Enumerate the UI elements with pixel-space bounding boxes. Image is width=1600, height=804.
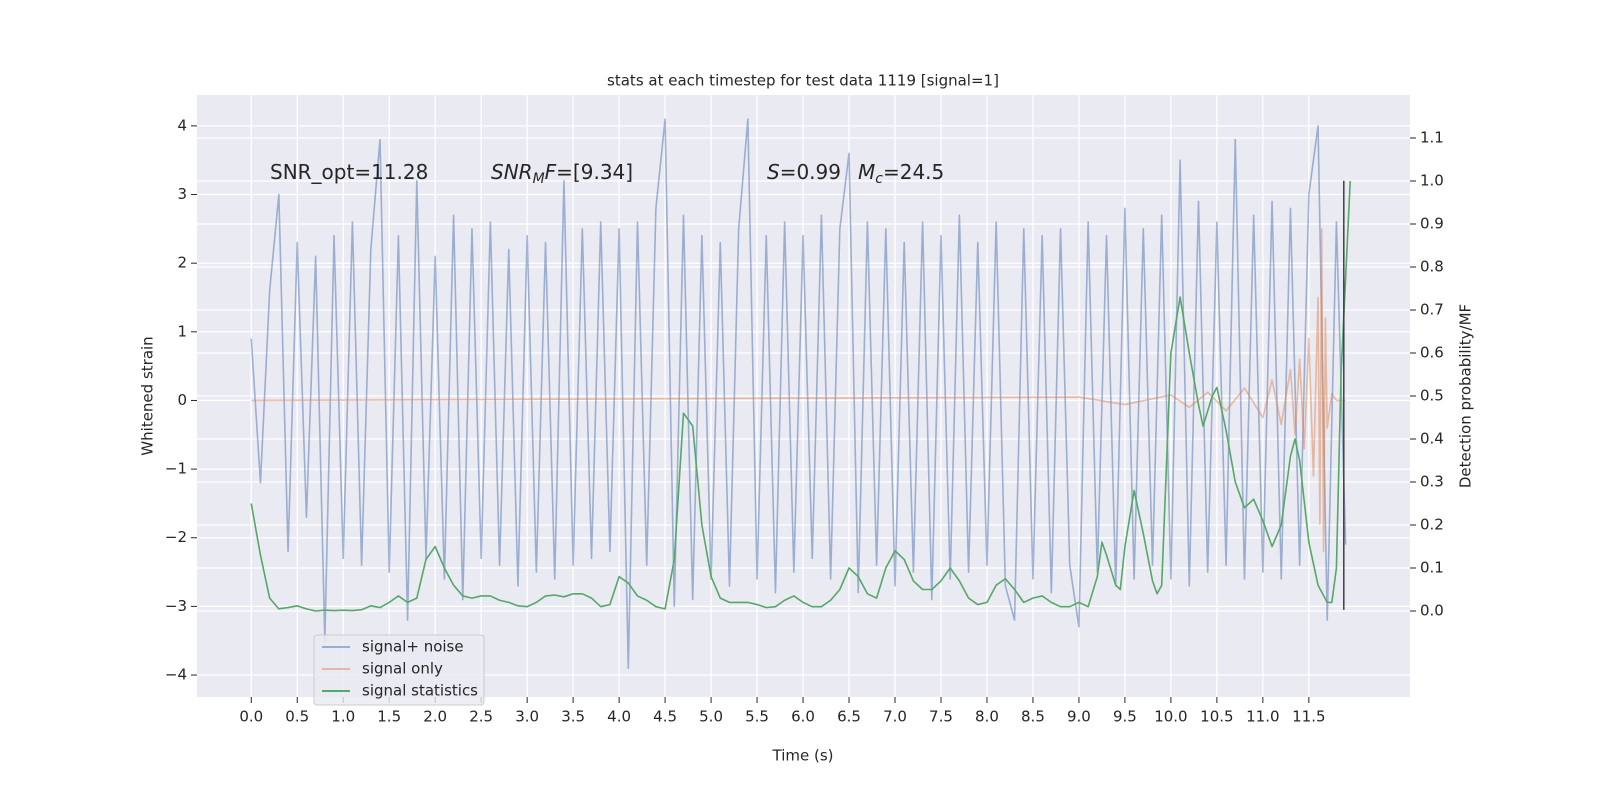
series-line	[250, 180, 1352, 612]
y2-tick-label: 0.6	[1420, 344, 1444, 362]
legend-label: signal statistics	[362, 682, 478, 700]
y2-tick-label: 1.1	[1420, 129, 1444, 147]
y2-axis-label: Detection probability/MF	[1457, 304, 1475, 488]
x-tick-label: 7.5	[929, 708, 953, 726]
y-tick-label: 4	[177, 116, 187, 134]
x-tick-label: 8.0	[975, 708, 999, 726]
x-tick-label: 3.0	[515, 708, 539, 726]
x-tick-label: 11.0	[1246, 708, 1279, 726]
x-tick-label: 1.5	[377, 708, 401, 726]
x-tick-label: 0.5	[285, 708, 309, 726]
annotation-part: SNR	[491, 160, 533, 184]
chart-title: stats at each timestep for test data 111…	[607, 72, 999, 90]
annotation: S=0.99	[767, 160, 841, 184]
x-tick-label: 7.0	[883, 708, 907, 726]
y-tick-label: −4	[165, 666, 187, 684]
series-line	[250, 118, 1347, 669]
annotation: SNR_opt=11.28	[270, 160, 428, 184]
x-tick-label: 10.0	[1154, 708, 1187, 726]
y2-tick-label: 0.1	[1420, 559, 1444, 577]
annotation-part: =[9.34]	[556, 160, 633, 184]
annotation-part: M	[858, 160, 875, 184]
y2-tick-label: 0.0	[1420, 602, 1444, 620]
annotation-part: SNR_opt=11.28	[270, 160, 428, 184]
legend-label: signal+ noise	[362, 638, 464, 656]
legend-frame	[313, 634, 485, 706]
annotation: Mc=24.5	[858, 160, 944, 188]
x-tick-label: 9.0	[1067, 708, 1091, 726]
x-tick-label: 5.0	[699, 708, 723, 726]
annotation-part: F	[545, 160, 557, 184]
y-tick-label: 1	[177, 322, 187, 340]
y2-tick-label: 0.8	[1420, 258, 1444, 276]
annotation-part: =24.5	[883, 160, 944, 184]
y2-tick-label: 0.7	[1420, 301, 1444, 319]
x-tick-label: 2.0	[423, 708, 447, 726]
annotation-part: =0.99	[780, 160, 841, 184]
y-tick-label: −2	[165, 528, 187, 546]
x-tick-label: 3.5	[561, 708, 585, 726]
x-tick-label: 2.5	[469, 708, 493, 726]
y-tick-label: −3	[165, 597, 187, 615]
x-axis-label: Time (s)	[772, 747, 834, 765]
x-tick-label: 6.5	[837, 708, 861, 726]
x-tick-label: 10.5	[1200, 708, 1233, 726]
y-axis-label: Whitened strain	[139, 336, 157, 455]
x-tick-label: 0.0	[239, 708, 263, 726]
x-tick-label: 6.0	[791, 708, 815, 726]
x-tick-label: 5.5	[745, 708, 769, 726]
x-tick-label: 8.5	[1021, 708, 1045, 726]
x-tick-label: 11.5	[1292, 708, 1325, 726]
y2-tick-label: 0.5	[1420, 387, 1444, 405]
y-tick-label: −1	[165, 460, 187, 478]
y-tick-label: 2	[177, 254, 187, 272]
y2-tick-label: 0.2	[1420, 516, 1444, 534]
y2-tick-label: 0.9	[1420, 215, 1444, 233]
y2-tick-label: 0.3	[1420, 473, 1444, 491]
series-line	[251, 228, 1346, 553]
annotation-part: c	[875, 171, 883, 187]
x-tick-label: 9.5	[1113, 708, 1137, 726]
y-tick-label: 3	[177, 185, 187, 203]
annotation: SNRMF=[9.34]	[491, 160, 633, 188]
y-tick-label: 0	[177, 391, 187, 409]
y2-tick-label: 0.4	[1420, 430, 1444, 448]
x-tick-label: 4.0	[607, 708, 631, 726]
x-tick-label: 4.5	[653, 708, 677, 726]
x-tick-label: 1.0	[331, 708, 355, 726]
annotation-part: S	[767, 160, 780, 184]
y2-tick-label: 1.0	[1420, 172, 1444, 190]
legend-label: signal only	[362, 660, 443, 678]
annotation-part: M	[533, 171, 545, 187]
